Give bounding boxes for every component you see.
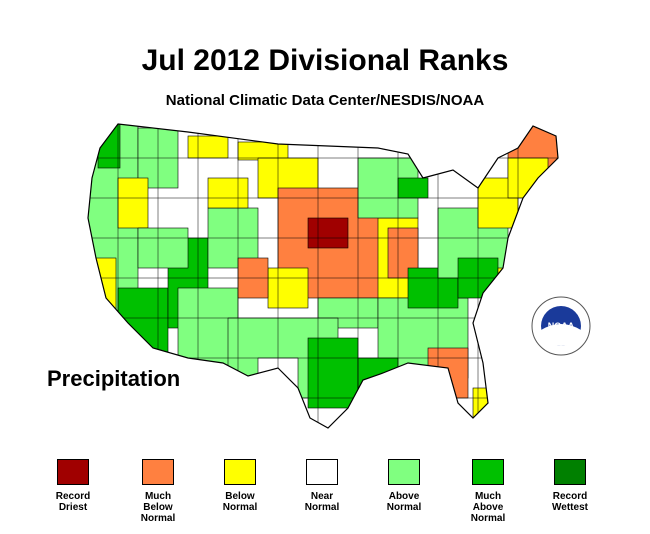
legend-label: Below Normal — [222, 491, 258, 513]
variable-label: Precipitation — [47, 366, 181, 391]
legend-item: Near Normal — [282, 459, 362, 513]
legend-label: Record Driest — [55, 491, 91, 513]
legend-item: Record Driest — [33, 459, 113, 513]
us-precipitation-map — [78, 118, 564, 438]
legend-item: Record Wettest — [530, 459, 610, 513]
legend-label: Much Above Normal — [470, 491, 506, 524]
legend-swatch — [57, 459, 89, 485]
legend-swatch — [472, 459, 504, 485]
legend-swatch — [142, 459, 174, 485]
legend-label: Record Wettest — [552, 491, 588, 513]
legend-label: Near Normal — [304, 491, 340, 513]
legend-swatch — [306, 459, 338, 485]
legend-item: Much Above Normal — [448, 459, 528, 524]
legend-item: Above Normal — [364, 459, 444, 513]
legend-item: Much Below Normal — [118, 459, 198, 524]
map-title: Jul 2012 Divisional Ranks — [141, 44, 509, 77]
noaa-logo-text: NOAA — [548, 321, 575, 331]
legend-swatch — [224, 459, 256, 485]
us-map-svg — [87, 123, 559, 429]
map-subtitle: National Climatic Data Center/NESDIS/NOA… — [165, 92, 485, 109]
legend-label: Above Normal — [386, 491, 422, 513]
legend-item: Below Normal — [200, 459, 280, 513]
legend-label: Much Below Normal — [140, 491, 176, 524]
legend-swatch — [388, 459, 420, 485]
legend-swatch — [554, 459, 586, 485]
noaa-logo-icon: NOAA — [531, 296, 591, 356]
us-outline — [87, 123, 559, 429]
